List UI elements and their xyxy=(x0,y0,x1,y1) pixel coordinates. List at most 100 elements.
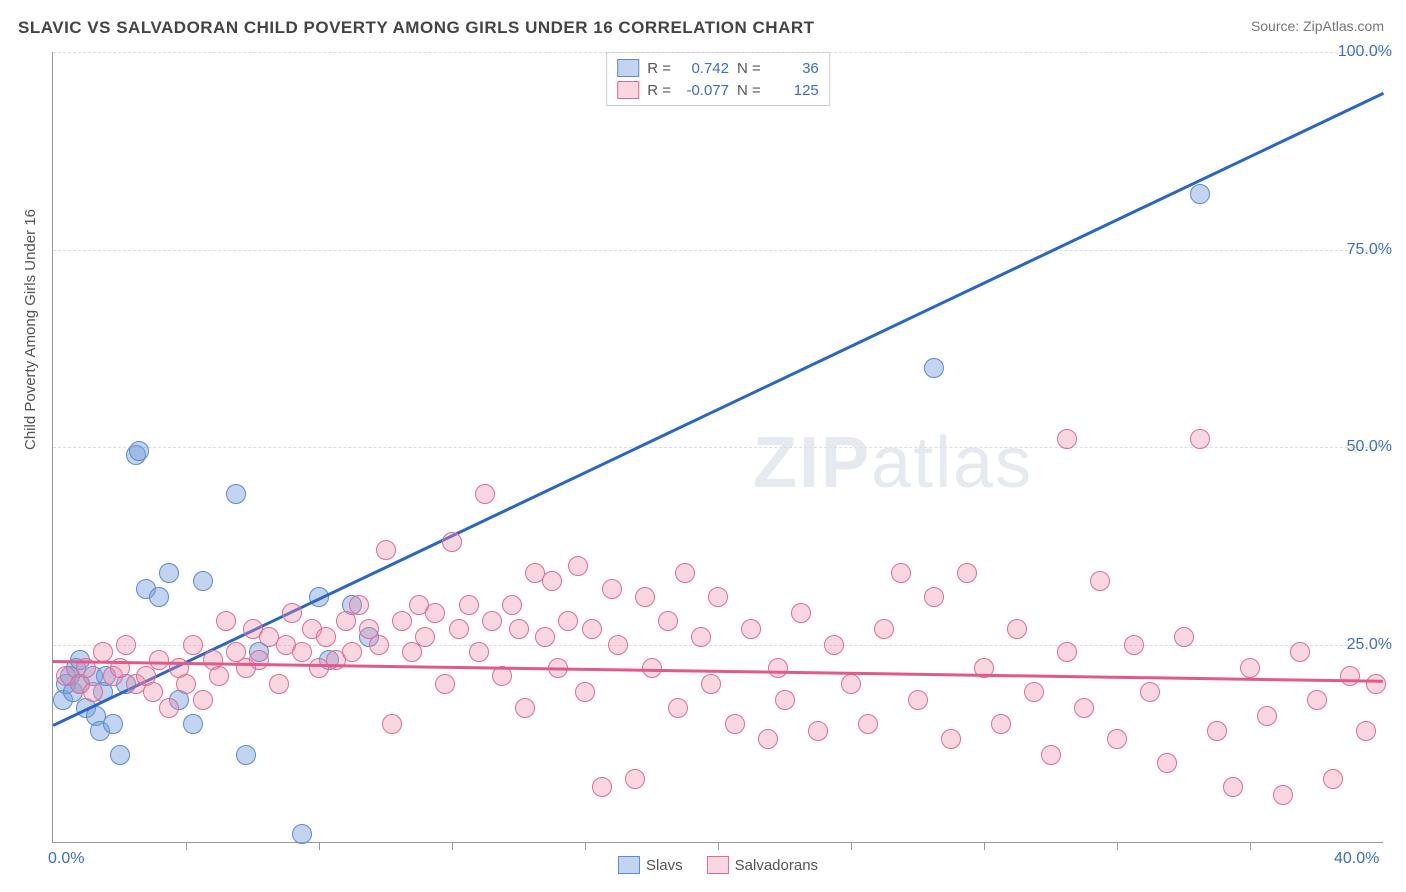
data-point xyxy=(392,611,412,631)
data-point xyxy=(658,611,678,631)
data-point xyxy=(143,682,163,702)
data-point xyxy=(93,642,113,662)
data-point xyxy=(342,642,362,662)
data-point xyxy=(725,714,745,734)
data-point xyxy=(891,563,911,583)
data-point xyxy=(415,627,435,647)
data-point xyxy=(701,674,721,694)
data-point xyxy=(625,769,645,789)
data-point xyxy=(1057,429,1077,449)
swatch-salvadorans xyxy=(617,81,639,99)
data-point xyxy=(1190,184,1210,204)
source-attribution: Source: ZipAtlas.com xyxy=(1251,18,1384,34)
data-point xyxy=(209,666,229,686)
data-point xyxy=(1157,753,1177,773)
data-point xyxy=(1223,777,1243,797)
data-point xyxy=(236,745,256,765)
data-point xyxy=(110,745,130,765)
data-point xyxy=(382,714,402,734)
data-point xyxy=(924,358,944,378)
data-point xyxy=(1124,635,1144,655)
data-point xyxy=(582,619,602,639)
legend-item-slavs: Slavs xyxy=(618,856,683,874)
gridline xyxy=(53,52,1383,53)
data-point xyxy=(841,674,861,694)
y-tick-label: 75.0% xyxy=(1347,241,1392,259)
x-tick-0: 0.0% xyxy=(48,850,84,868)
data-point xyxy=(149,650,169,670)
data-point xyxy=(316,627,336,647)
data-point xyxy=(159,563,179,583)
data-point xyxy=(482,611,502,631)
data-point xyxy=(442,532,462,552)
data-point xyxy=(1090,571,1110,591)
data-point xyxy=(176,674,196,694)
scatter-chart: ZIPatlas R = 0.742 N = 36 R = -0.077 N =… xyxy=(52,52,1383,843)
data-point xyxy=(1240,658,1260,678)
data-point xyxy=(608,635,628,655)
y-tick-label: 25.0% xyxy=(1347,636,1392,654)
data-point xyxy=(459,595,479,615)
x-tick xyxy=(585,842,586,850)
stats-row-salvadorans: R = -0.077 N = 125 xyxy=(617,79,819,101)
data-point xyxy=(515,698,535,718)
data-point xyxy=(1290,642,1310,662)
swatch-salvadorans-icon xyxy=(707,856,729,874)
data-point xyxy=(475,484,495,504)
gridline xyxy=(53,250,1383,251)
data-point xyxy=(183,714,203,734)
data-point xyxy=(269,674,289,694)
data-point xyxy=(592,777,612,797)
data-point xyxy=(808,721,828,741)
data-point xyxy=(602,579,622,599)
x-tick xyxy=(1250,842,1251,850)
x-tick xyxy=(851,842,852,850)
data-point xyxy=(103,714,123,734)
data-point xyxy=(193,571,213,591)
x-tick xyxy=(452,842,453,850)
data-point xyxy=(908,690,928,710)
data-point xyxy=(509,619,529,639)
x-tick xyxy=(319,842,320,850)
stats-row-slavs: R = 0.742 N = 36 xyxy=(617,57,819,79)
data-point xyxy=(249,650,269,670)
data-point xyxy=(1207,721,1227,741)
x-tick xyxy=(186,842,187,850)
data-point xyxy=(193,690,213,710)
data-point xyxy=(1140,682,1160,702)
data-point xyxy=(129,441,149,461)
data-point xyxy=(349,595,369,615)
data-point xyxy=(159,698,179,718)
data-point xyxy=(558,611,578,631)
data-point xyxy=(1024,682,1044,702)
data-point xyxy=(824,635,844,655)
data-point xyxy=(1273,785,1293,805)
data-point xyxy=(1257,706,1277,726)
y-axis-label: Child Poverty Among Girls Under 16 xyxy=(22,209,39,450)
data-point xyxy=(542,571,562,591)
data-point xyxy=(858,714,878,734)
data-point xyxy=(741,619,761,639)
data-point xyxy=(675,563,695,583)
legend-item-salvadorans: Salvadorans xyxy=(707,856,818,874)
data-point xyxy=(282,603,302,623)
data-point xyxy=(957,563,977,583)
data-point xyxy=(1190,429,1210,449)
data-point xyxy=(1366,674,1386,694)
swatch-slavs-icon xyxy=(618,856,640,874)
data-point xyxy=(1057,642,1077,662)
swatch-slavs xyxy=(617,59,639,77)
data-point xyxy=(1107,729,1127,749)
data-point xyxy=(1074,698,1094,718)
x-tick-40: 40.0% xyxy=(1334,850,1379,868)
data-point xyxy=(1307,690,1327,710)
watermark: ZIPatlas xyxy=(753,422,1033,504)
y-tick-label: 50.0% xyxy=(1347,438,1392,456)
data-point xyxy=(226,484,246,504)
data-point xyxy=(575,682,595,702)
data-point xyxy=(83,682,103,702)
x-tick xyxy=(1117,842,1118,850)
data-point xyxy=(292,824,312,844)
data-point xyxy=(149,587,169,607)
data-point xyxy=(1340,666,1360,686)
